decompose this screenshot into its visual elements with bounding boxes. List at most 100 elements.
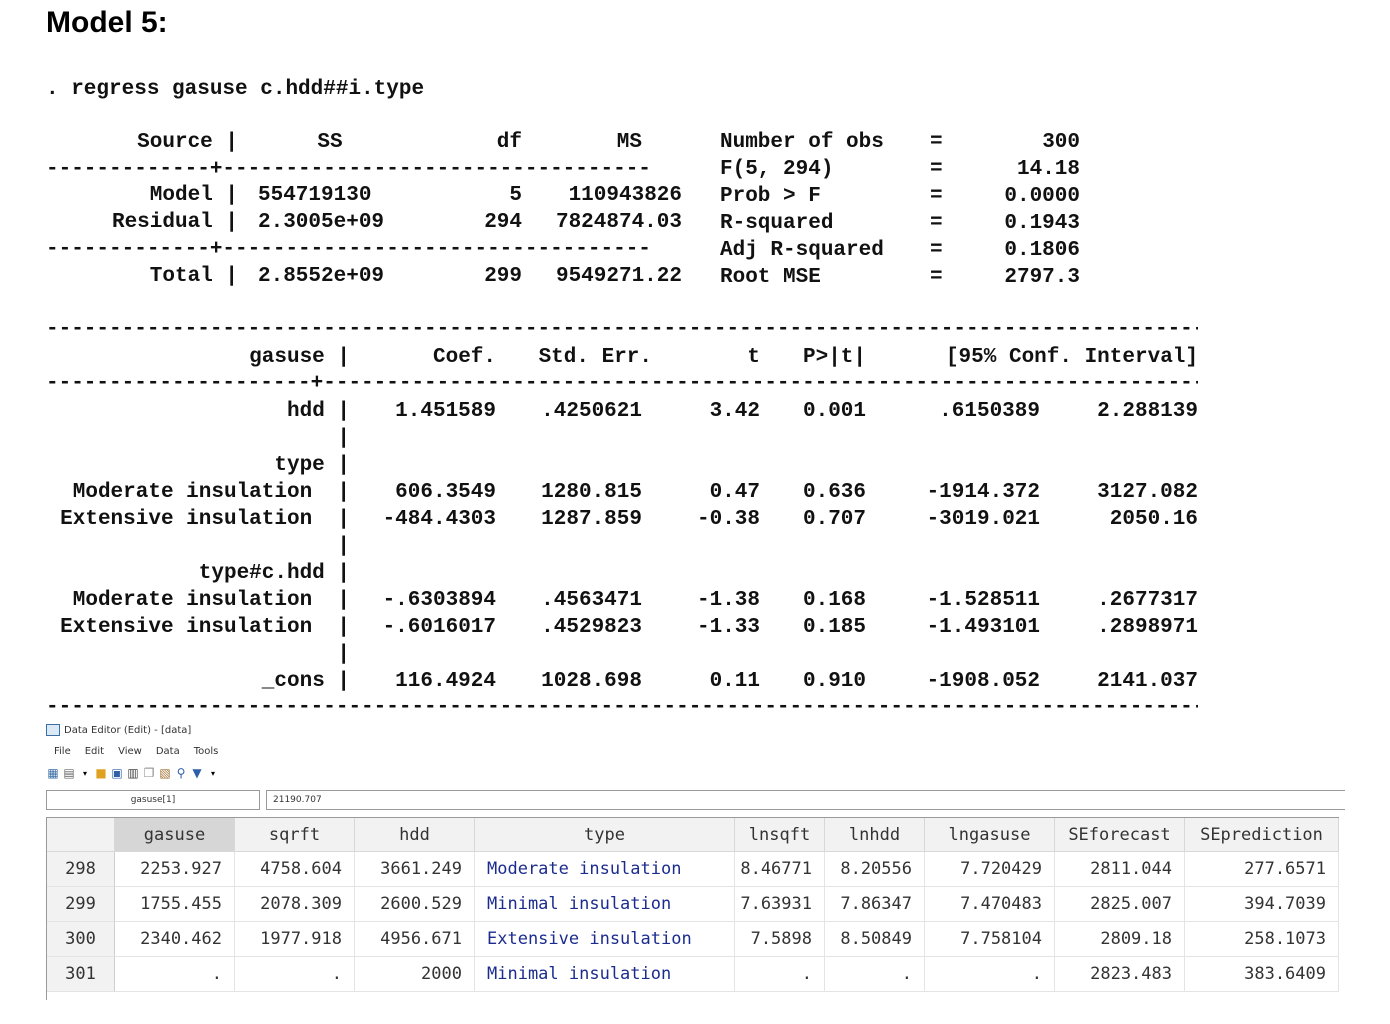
coef-row-t: 3.42: [709, 400, 760, 423]
coef-row-ci-low: -3019.021: [926, 508, 1040, 531]
column-header-lngasuse[interactable]: lngasuse: [925, 818, 1055, 852]
coef-row-var: |: [337, 427, 350, 450]
anova-row-df: 5: [509, 184, 522, 207]
data-cell[interactable]: 2809.18: [1055, 922, 1185, 957]
data-cell[interactable]: Extensive insulation: [475, 922, 735, 957]
data-cell[interactable]: 1755.455: [115, 887, 235, 922]
coef-row-p: 0.707: [802, 508, 866, 531]
data-cell[interactable]: 2600.529: [355, 887, 475, 922]
row-number[interactable]: 299: [47, 887, 115, 922]
data-editor-browse-icon[interactable]: ▤: [63, 766, 75, 780]
data-cell[interactable]: 7.470483: [925, 887, 1055, 922]
data-cell[interactable]: 2823.483: [1055, 957, 1185, 992]
anova-row-source: Residual |: [111, 211, 238, 234]
anova-header-ms: MS: [616, 131, 642, 154]
column-header-lnhdd[interactable]: lnhdd: [825, 818, 925, 852]
coef-row-ci-low: -1.528511: [926, 589, 1040, 612]
column-header-type[interactable]: type: [475, 818, 735, 852]
menu-tools[interactable]: Tools: [193, 746, 219, 757]
print-icon[interactable]: ▥: [127, 766, 139, 780]
coef-row-var: type#c.hdd |: [198, 562, 350, 585]
data-cell[interactable]: 7.720429: [925, 852, 1055, 887]
column-header-lnsqft[interactable]: lnsqft: [735, 818, 825, 852]
row-number[interactable]: 300: [47, 922, 115, 957]
row-number[interactable]: 301: [47, 957, 115, 992]
column-header-SEprediction[interactable]: SEprediction: [1185, 818, 1339, 852]
model-heading: Model 5:: [46, 6, 168, 39]
dropdown-arrow-icon[interactable]: ▾: [82, 768, 87, 778]
data-cell[interactable]: 8.20556: [825, 852, 925, 887]
data-cell[interactable]: 8.50849: [825, 922, 925, 957]
data-cell[interactable]: Moderate insulation: [475, 852, 735, 887]
anova-stat-value: 300: [1042, 131, 1080, 154]
filter-icon[interactable]: ▼: [192, 766, 202, 780]
coef-row-ci-low: -1908.052: [926, 670, 1040, 693]
paste-icon[interactable]: ▧: [159, 766, 171, 780]
column-header-gasuse[interactable]: gasuse: [115, 818, 235, 852]
column-header-hdd[interactable]: hdd: [355, 818, 475, 852]
data-cell[interactable]: 258.1073: [1185, 922, 1339, 957]
data-cell[interactable]: 7.5898: [735, 922, 825, 957]
data-cell[interactable]: .: [735, 957, 825, 992]
data-editor-edit-icon[interactable]: ▦: [47, 766, 59, 780]
anova-row-source: Model |: [149, 184, 238, 207]
menu-file[interactable]: File: [54, 746, 71, 757]
coef-row-var: Extensive insulation |: [60, 508, 350, 531]
data-cell[interactable]: 4956.671: [355, 922, 475, 957]
data-cell[interactable]: 2078.309: [235, 887, 355, 922]
data-cell[interactable]: 277.6571: [1185, 852, 1339, 887]
data-cell[interactable]: .: [925, 957, 1055, 992]
column-header-sqrft[interactable]: sqrft: [235, 818, 355, 852]
data-grid[interactable]: gasuse sqrft hdd type lnsqft lnhdd lngasuse SEf…: [46, 817, 1339, 1000]
copy-icon[interactable]: ❐: [143, 766, 155, 780]
coef-row-t: 0.47: [709, 481, 760, 504]
filter-dropdown-arrow-icon[interactable]: ▾: [210, 768, 215, 778]
coef-row-coef: 116.4924: [395, 670, 496, 693]
data-cell[interactable]: Minimal insulation: [475, 887, 735, 922]
data-cell[interactable]: 7.86347: [825, 887, 925, 922]
coef-row-p: 0.001: [802, 400, 866, 423]
data-cell[interactable]: 2000: [355, 957, 475, 992]
data-editor-titlebar: Data Editor (Edit) - [data]: [46, 724, 191, 736]
data-cell[interactable]: 8.46771: [735, 852, 825, 887]
data-cell[interactable]: 383.6409: [1185, 957, 1339, 992]
menu-data[interactable]: Data: [155, 746, 180, 757]
anova-stat-equals: =: [930, 158, 943, 181]
coef-row-var: Moderate insulation |: [72, 589, 350, 612]
data-cell[interactable]: Minimal insulation: [475, 957, 735, 992]
data-cell[interactable]: 7.758104: [925, 922, 1055, 957]
row-number[interactable]: 298: [47, 852, 115, 887]
search-icon[interactable]: ⚲: [176, 766, 186, 780]
coef-row-ci-high: 2.288139: [1097, 400, 1198, 423]
data-cell[interactable]: .: [235, 957, 355, 992]
data-cell[interactable]: 2340.462: [115, 922, 235, 957]
data-cell[interactable]: 4758.604: [235, 852, 355, 887]
data-cell[interactable]: 7.63931: [735, 887, 825, 922]
variable-reference-box[interactable]: gasuse[1]: [46, 790, 260, 810]
anova-header-source: Source |: [137, 131, 238, 154]
coef-row-t: -0.38: [696, 508, 760, 531]
open-folder-icon[interactable]: ■: [95, 766, 107, 780]
data-cell[interactable]: .: [825, 957, 925, 992]
column-header-SEforecast[interactable]: SEforecast: [1055, 818, 1185, 852]
data-cell[interactable]: 2253.927: [115, 852, 235, 887]
data-cell[interactable]: 2811.044: [1055, 852, 1185, 887]
anova-stat-equals: =: [930, 131, 943, 154]
menu-view[interactable]: View: [118, 746, 142, 757]
data-cell[interactable]: 394.7039: [1185, 887, 1339, 922]
anova-stat-value: 0.0000: [1004, 185, 1080, 208]
data-cell[interactable]: 2825.007: [1055, 887, 1185, 922]
cell-value-field[interactable]: 21190.707: [266, 790, 1345, 810]
coef-row-p: 0.168: [802, 589, 866, 612]
anova-header-ss: SS: [317, 131, 343, 154]
data-cell[interactable]: 3661.249: [355, 852, 475, 887]
coef-row-ci-low: -1.493101: [926, 616, 1040, 639]
data-cell[interactable]: 1977.918: [235, 922, 355, 957]
menu-edit[interactable]: Edit: [84, 746, 105, 757]
data-cell[interactable]: .: [115, 957, 235, 992]
coef-row-p: 0.185: [802, 616, 866, 639]
save-icon[interactable]: ▣: [111, 766, 123, 780]
coef-row-ci-high: .2898971: [1097, 616, 1198, 639]
coef-row-se: .4563471: [541, 589, 642, 612]
coef-row-coef: 606.3549: [395, 481, 496, 504]
